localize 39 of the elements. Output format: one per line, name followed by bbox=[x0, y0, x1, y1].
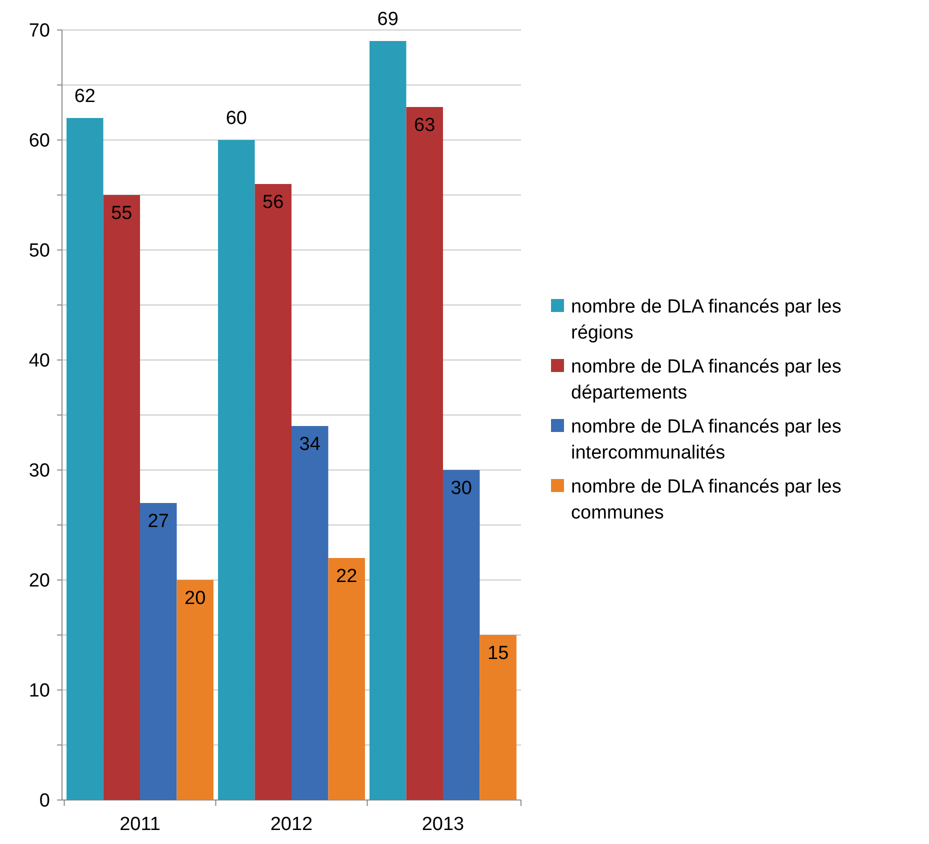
bar bbox=[406, 107, 443, 800]
data-label: 60 bbox=[226, 108, 247, 129]
bar bbox=[103, 195, 140, 800]
bar bbox=[292, 426, 328, 800]
data-label: 55 bbox=[111, 203, 132, 224]
bar bbox=[370, 41, 406, 800]
y-tick-label: 50 bbox=[28, 240, 50, 262]
bar bbox=[176, 580, 214, 800]
data-label: 27 bbox=[148, 511, 169, 532]
y-tick-label: 30 bbox=[28, 460, 50, 482]
y-tick-label: 70 bbox=[28, 20, 50, 42]
data-label: 20 bbox=[184, 588, 206, 609]
data-label: 56 bbox=[262, 192, 284, 213]
data-label: 30 bbox=[450, 478, 472, 499]
legend-label: nombre de DLA financés par les communes bbox=[571, 476, 842, 524]
data-label: 62 bbox=[74, 86, 96, 107]
y-tick-label: 40 bbox=[28, 350, 50, 372]
bar bbox=[140, 503, 177, 800]
legend-label: nombre de DLA financés par les intercommunalités bbox=[571, 416, 842, 464]
bar bbox=[480, 635, 516, 800]
data-label: 15 bbox=[488, 643, 509, 664]
data-label: 22 bbox=[336, 566, 358, 587]
y-tick-label: 20 bbox=[28, 570, 50, 592]
y-tick-label: 60 bbox=[28, 130, 50, 152]
bar bbox=[66, 118, 104, 800]
bar bbox=[254, 184, 292, 800]
bar bbox=[328, 558, 365, 800]
x-tick-label: 2013 bbox=[422, 814, 464, 835]
bar bbox=[218, 140, 255, 800]
data-label: 63 bbox=[414, 115, 436, 136]
y-tick-label: 10 bbox=[28, 680, 50, 702]
legend-label: nombre de DLA financés par les départements bbox=[571, 356, 842, 404]
x-tick-label: 2012 bbox=[270, 814, 313, 835]
x-tick-label: 2011 bbox=[120, 814, 160, 835]
y-tick-label: 0 bbox=[39, 790, 50, 812]
legend-label: nombre de DLA financés par les régions bbox=[571, 296, 842, 344]
bar bbox=[442, 470, 480, 800]
data-label: 69 bbox=[377, 9, 398, 30]
data-label: 34 bbox=[299, 434, 321, 455]
